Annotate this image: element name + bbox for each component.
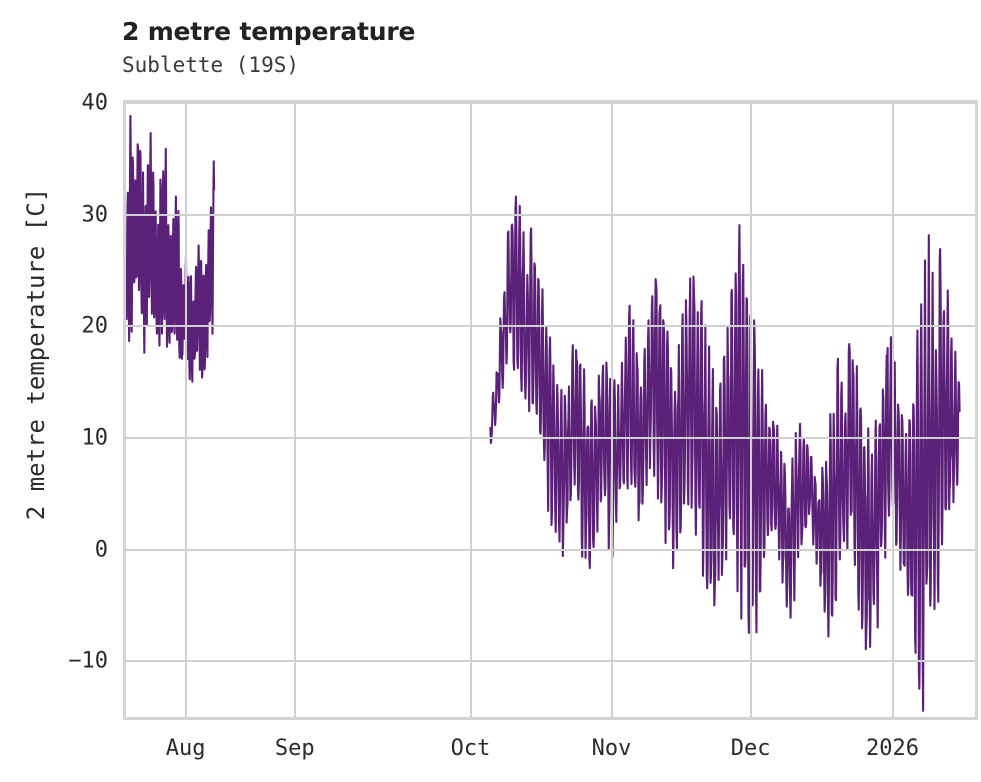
gridline-vertical-nov — [610, 103, 613, 717]
series-segment-late-July-to-mid-August — [126, 114, 216, 383]
gridline-horizontal-30 — [126, 213, 975, 216]
y-tick--10: −10 — [68, 648, 108, 674]
x-tick-2026: 2026 — [866, 736, 920, 761]
gridline-horizontal--10 — [126, 660, 975, 663]
gridline-horizontal-10 — [126, 436, 975, 439]
gridline-vertical-dec — [749, 103, 752, 717]
x-tick-nov: Nov — [591, 736, 632, 761]
y-tick-30: 30 — [81, 202, 109, 228]
y-tick-40: 40 — [81, 90, 109, 116]
y-tick-10: 10 — [81, 425, 109, 451]
page-subtitle: Sublette (19S) — [122, 53, 300, 77]
y-axis-label: 2 metre temperature [C] — [22, 187, 50, 521]
x-tick-oct: Oct — [450, 736, 491, 761]
gridline-vertical-sep — [293, 103, 296, 717]
gridline-horizontal-20 — [126, 325, 975, 328]
gridline-vertical-2026 — [891, 103, 894, 717]
gridline-horizontal-40 — [126, 103, 975, 104]
plot-area — [123, 100, 978, 720]
x-tick-aug: Aug — [165, 736, 206, 761]
y-tick-0: 0 — [94, 537, 108, 563]
series-segment-October-to-January — [489, 195, 961, 712]
x-tick-sep: Sep — [274, 736, 315, 761]
y-tick-20: 20 — [81, 313, 109, 339]
gridline-vertical-oct — [469, 103, 472, 717]
y-axis-tick-labels: 40 30 20 10 0 −10 — [0, 0, 108, 782]
x-tick-dec: Dec — [730, 736, 771, 761]
gridline-vertical-aug — [184, 103, 187, 717]
page-title: 2 metre temperature — [122, 17, 416, 46]
temperature-series — [126, 114, 961, 712]
gridline-horizontal-0 — [126, 548, 975, 551]
